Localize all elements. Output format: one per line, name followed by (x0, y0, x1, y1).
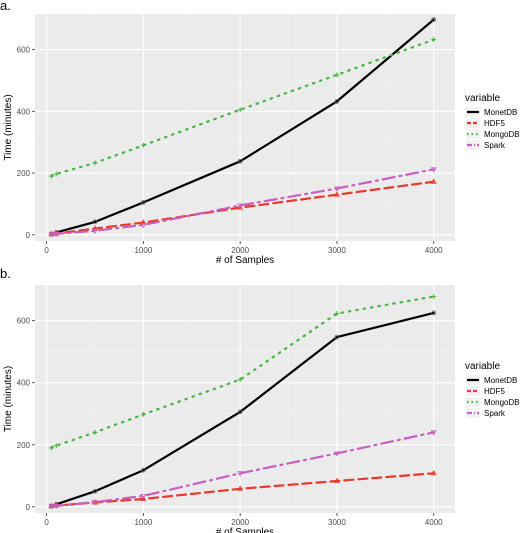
legend-label-spark: Spark (484, 141, 506, 150)
data-point-monetdb (237, 409, 243, 415)
data-point-mongodb (237, 377, 243, 383)
plot-background (35, 14, 455, 241)
data-point-hdf5 (140, 219, 147, 225)
data-point-hdf5 (333, 477, 340, 484)
data-point-mongodb (48, 445, 54, 451)
data-point-monetdb (237, 158, 243, 164)
data-point-monetdb (140, 199, 146, 205)
plot-background (35, 285, 455, 513)
legend-title: variable (465, 93, 500, 104)
data-point-spark (48, 504, 55, 510)
data-point-mongodb (431, 37, 437, 43)
legend: variable MonetDB HDF5 MongoDB Spark (465, 361, 520, 418)
data-point-spark (48, 232, 55, 238)
legend-label-monetdb: MonetDB (484, 376, 517, 385)
x-tick-label: 4000 (425, 518, 443, 527)
y-tick-label: 400 (17, 107, 31, 116)
series-line-spark (50, 431, 435, 508)
data-point-spark (92, 500, 98, 506)
y-tick-label: 400 (17, 379, 31, 388)
y-tick-label: 200 (17, 169, 31, 178)
data-point-hdf5 (333, 191, 340, 197)
data-point-mongodb (53, 443, 59, 449)
data-point-spark (53, 503, 60, 510)
series-line-spark (50, 168, 435, 236)
x-tick-label: 0 (44, 246, 49, 255)
y-tick-label: 600 (17, 317, 31, 326)
data-point-spark (92, 228, 98, 235)
legend: variable MonetDB HDF5 MongoDB Spark (465, 93, 520, 150)
panel-label: b. (0, 266, 11, 281)
data-point-monetdb (431, 17, 437, 22)
chart-panel-b: b. 0 1000 2000 3000 4000 0 200 400 600 # of Sample… (0, 266, 520, 533)
data-point-spark (237, 471, 244, 477)
data-point-hdf5 (140, 495, 147, 502)
data-point-mongodb (140, 142, 146, 148)
x-axis-title: # of Samples (216, 255, 274, 266)
data-point-mongodb (48, 173, 54, 179)
data-point-monetdb (140, 467, 146, 473)
x-tick-label: 3000 (328, 518, 346, 527)
y-tick-label: 200 (17, 441, 31, 450)
panel-label: a. (0, 0, 11, 13)
data-point-hdf5 (430, 178, 437, 184)
data-point-hdf5 (430, 469, 437, 476)
legend-label-hdf5: HDF5 (484, 387, 505, 396)
y-axis-title: Time (minutes) (3, 94, 14, 160)
y-tick-label: 600 (17, 46, 31, 55)
data-point-hdf5 (237, 485, 244, 491)
data-point-mongodb (92, 429, 98, 435)
legend-label-spark: Spark (484, 409, 506, 418)
data-point-monetdb (92, 219, 98, 225)
data-point-spark (140, 493, 147, 500)
y-tick-label: 0 (26, 231, 31, 240)
x-tick-label: 1000 (134, 518, 152, 527)
data-point-monetdb (334, 334, 340, 340)
data-point-mongodb (334, 72, 340, 78)
legend-label-monetdb: MonetDB (484, 108, 517, 117)
x-tick-label: 4000 (425, 246, 443, 255)
legend-label-mongodb: MongoDB (484, 130, 520, 139)
data-point-mongodb (53, 171, 59, 177)
data-point-monetdb (431, 310, 437, 316)
data-point-spark (53, 231, 60, 238)
data-point-mongodb (237, 107, 243, 113)
x-tick-label: 0 (44, 518, 49, 527)
legend-key-bg (466, 408, 480, 418)
data-point-spark (333, 186, 340, 192)
x-tick-label: 3000 (328, 246, 346, 255)
x-tick-label: 2000 (231, 518, 249, 527)
x-axis-title: # of Samples (216, 527, 274, 533)
data-point-monetdb (92, 488, 98, 494)
data-point-spark (430, 167, 437, 173)
data-point-hdf5 (237, 204, 244, 210)
data-point-spark (140, 222, 147, 229)
data-point-mongodb (334, 311, 340, 317)
data-point-mongodb (140, 411, 146, 417)
y-axis-title: Time (minutes) (3, 366, 14, 432)
legend-key-bg (466, 140, 480, 150)
data-point-mongodb (92, 160, 98, 166)
legend-title: variable (465, 361, 500, 372)
data-point-mongodb (431, 293, 437, 299)
data-point-spark (237, 203, 244, 209)
x-tick-label: 2000 (231, 246, 249, 255)
data-point-spark (430, 430, 437, 436)
data-point-monetdb (334, 99, 340, 104)
legend-label-hdf5: HDF5 (484, 119, 505, 128)
data-point-spark (333, 451, 340, 457)
y-tick-label: 0 (26, 503, 31, 512)
chart-panel-a: a. 0 1000 2000 3000 4000 0 200 400 600 # of Sample… (0, 0, 520, 266)
x-tick-label: 1000 (134, 246, 152, 255)
legend-label-mongodb: MongoDB (484, 398, 520, 407)
